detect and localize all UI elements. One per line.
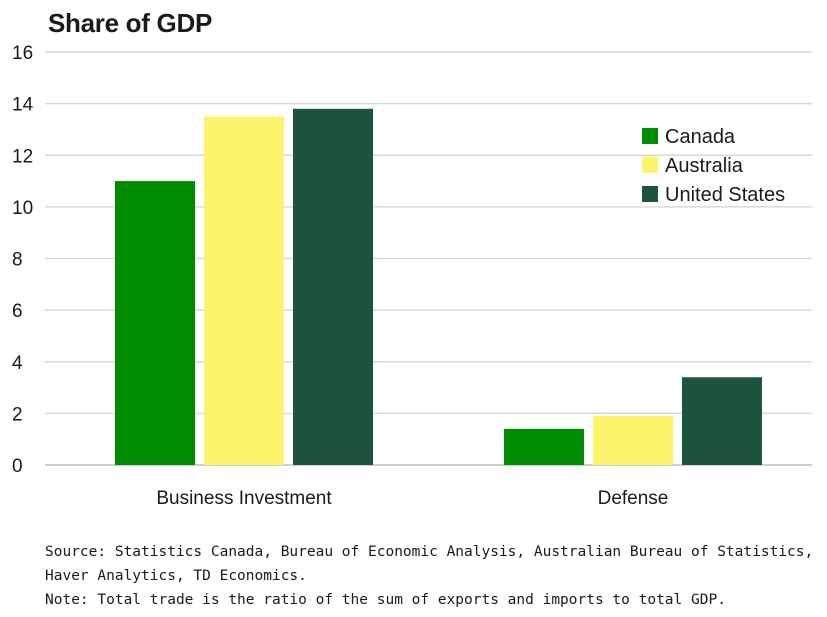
chart-title: Share of GDP (48, 8, 212, 38)
y-tick-label: 14 (12, 95, 34, 116)
legend-swatch (642, 128, 658, 144)
y-tick-label: 4 (12, 353, 23, 374)
footnotes: Source: Statistics Canada, Bureau of Eco… (45, 540, 813, 612)
legend-swatch (642, 186, 658, 202)
bar-canada-defense (504, 428, 584, 465)
legend-label: Canada (665, 126, 736, 148)
y-tick-label: 10 (12, 198, 33, 219)
bar-australia-business-investment (204, 116, 284, 465)
bar-united-states-business-investment (293, 108, 373, 465)
y-tick-label: 12 (12, 146, 33, 167)
legend: Canada Australia United States (642, 126, 785, 206)
bar-chart: 0 2 4 6 8 10 12 14 16 Business Investment Defense… (12, 43, 812, 509)
y-tick-label: 6 (12, 301, 23, 322)
source-line-2: Haver Analytics, TD Economics. (45, 568, 307, 584)
bars (115, 108, 762, 465)
y-tick-label: 16 (12, 43, 33, 64)
category-label: Defense (598, 488, 669, 509)
legend-swatch (642, 157, 658, 173)
note-line: Note: Total trade is the ratio of the su… (45, 592, 726, 608)
y-tick-label: 8 (12, 250, 23, 271)
y-tick-label: 2 (12, 404, 23, 425)
source-line-1: Source: Statistics Canada, Bureau of Eco… (45, 544, 814, 560)
bar-canada-business-investment (115, 181, 195, 465)
legend-label: United States (665, 184, 785, 206)
y-tick-label: 0 (12, 456, 23, 477)
y-axis-ticks: 0 2 4 6 8 10 12 14 16 (12, 43, 34, 477)
category-labels: Business Investment Defense (156, 488, 668, 509)
bar-united-states-defense (682, 377, 762, 465)
bar-australia-defense (593, 415, 673, 465)
category-label: Business Investment (156, 488, 332, 509)
legend-label: Australia (665, 155, 744, 177)
